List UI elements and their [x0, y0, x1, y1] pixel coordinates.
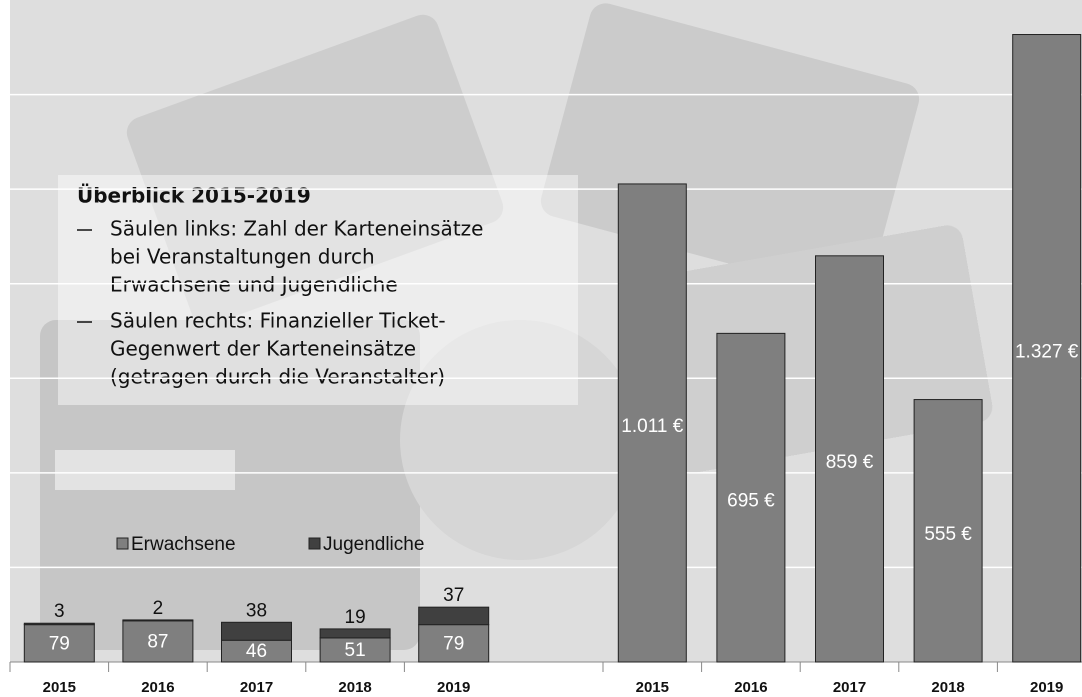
overview-line: bei Veranstaltungen durch	[110, 245, 375, 269]
bar-segment	[319, 628, 391, 639]
legend-swatch	[116, 537, 129, 550]
overview-box	[58, 175, 578, 405]
data-label: 1.011 €	[621, 416, 683, 437]
data-label: 51	[345, 640, 366, 661]
overview: Überblick 2015-2019 Säulen links: Zahl de…	[77, 184, 483, 389]
data-label: 37	[443, 585, 464, 606]
data-label: 19	[345, 607, 366, 628]
bar-segment	[418, 624, 490, 663]
bar	[913, 399, 983, 663]
overview-line: Erwachsene und Jugendliche	[110, 273, 398, 297]
bar-segment	[221, 621, 292, 641]
data-label: 1.327 €	[1015, 341, 1079, 362]
bar	[815, 255, 884, 663]
bar-segment	[122, 619, 194, 622]
data-label: 2	[153, 598, 164, 619]
x-tick-label: 2015	[43, 679, 76, 696]
data-label: 38	[246, 600, 267, 621]
bar-segment	[23, 624, 95, 663]
data-label: 695 €	[727, 491, 775, 512]
bar	[716, 332, 786, 663]
x-tick-label: 2019	[1030, 679, 1063, 696]
bar	[617, 183, 687, 663]
x-tick-label: 2016	[734, 679, 767, 696]
x-tick-label: 2018	[931, 679, 964, 696]
x-tick-label: 2017	[240, 679, 273, 696]
x-tick-label: 2017	[833, 679, 866, 696]
data-label: 859 €	[826, 452, 874, 473]
overview-line: Säulen links: Zahl der Karteneinsätze	[110, 217, 483, 241]
legend-swatch	[308, 537, 321, 550]
data-label: 46	[246, 641, 267, 662]
bar-segment	[122, 620, 194, 663]
x-tick-label: 2018	[338, 679, 371, 696]
overview-line: Säulen rechts: Finanzieller Ticket-	[110, 309, 446, 333]
x-tick-label: 2015	[636, 679, 669, 696]
x-tick-label: 2016	[141, 679, 174, 696]
legend-label: Erwachsene	[131, 534, 236, 555]
data-label: 87	[147, 631, 168, 652]
bar-segment	[418, 606, 490, 626]
photo-backdrop	[10, 0, 1082, 662]
bar-segment	[319, 637, 391, 663]
data-label: 3	[54, 601, 65, 622]
overview-line: (getragen durch die Veranstalter)	[110, 365, 445, 389]
data-label: 555 €	[924, 524, 972, 545]
bar	[1012, 34, 1082, 663]
bar-segment	[23, 622, 95, 626]
data-label: 79	[443, 633, 464, 654]
legend-label: Jugendliche	[323, 534, 424, 555]
x-tick-label: 2019	[437, 679, 470, 696]
overview-title: Überblick 2015-2019	[77, 184, 311, 208]
data-label: 79	[49, 633, 70, 654]
overview-line: Gegenwert der Karteneinsätze	[110, 337, 416, 361]
